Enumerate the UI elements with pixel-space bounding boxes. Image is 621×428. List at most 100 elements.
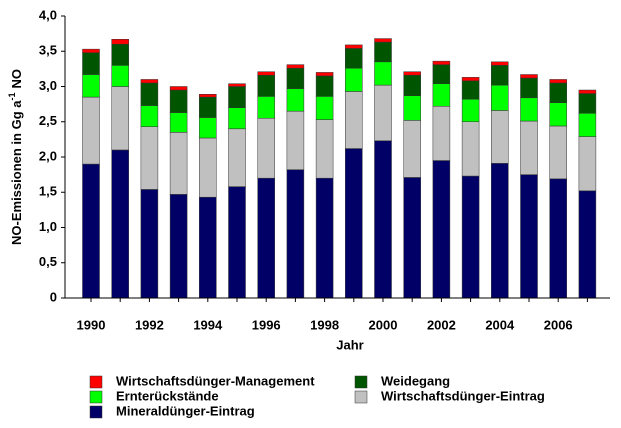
bar-segment	[461, 77, 480, 82]
bar-segment	[82, 48, 100, 53]
bar-segment	[315, 177, 334, 299]
bar-segment	[432, 64, 451, 84]
bar-segment	[228, 83, 246, 87]
bar-segment	[491, 163, 509, 299]
bar-segment	[111, 149, 129, 299]
bar-segment	[315, 72, 334, 77]
y-tick-label: 2,0	[39, 148, 57, 163]
bar-segment	[549, 102, 567, 127]
bar-segment	[491, 65, 509, 86]
bar-segment	[315, 119, 334, 179]
legend-label: Ernterückstände	[116, 388, 219, 403]
legend-label: Mineraldünger-Eintrag	[116, 403, 255, 418]
bar-segment	[461, 121, 480, 177]
x-tick-label: 2006	[544, 317, 573, 332]
legend-label: Wirtschaftsdünger-Management	[116, 373, 315, 388]
y-tick-label: 0,5	[39, 254, 57, 269]
bar-segment	[228, 107, 246, 130]
x-tick-label: 1990	[77, 317, 106, 332]
bar-segment	[169, 86, 188, 91]
y-tick-label: 4,0	[39, 7, 57, 22]
bar-segment	[432, 160, 451, 299]
y-tick-label: 2,5	[39, 113, 57, 128]
bar-segment	[578, 89, 597, 94]
bar-segment	[257, 177, 275, 299]
bar-segment	[374, 84, 392, 142]
legend-label: Wirtschaftsdünger-Eintrag	[381, 388, 545, 403]
bar-segment	[578, 136, 597, 192]
y-axis-title-sup: -1	[7, 93, 17, 101]
bar-segment	[169, 132, 188, 195]
bar-segment	[111, 39, 129, 45]
bar-segment	[169, 112, 188, 133]
bar-segment	[199, 96, 217, 118]
bar-segment	[461, 98, 480, 123]
legend-swatch	[89, 405, 103, 419]
bar-segment	[491, 84, 509, 111]
bar-segment	[140, 105, 159, 127]
legend-swatch	[354, 390, 368, 404]
bar-segment	[345, 148, 363, 299]
bar-segment	[520, 120, 538, 175]
bar-segment	[432, 83, 451, 107]
legend-swatch	[89, 375, 103, 389]
bar-segment	[257, 117, 275, 179]
bar-segment	[199, 137, 217, 198]
bar-segment	[549, 125, 567, 180]
bar-segment	[491, 61, 509, 66]
bar-segment	[345, 48, 363, 69]
bar-segment	[520, 74, 538, 79]
bar-segment	[403, 95, 421, 121]
bar-segment	[228, 86, 246, 108]
bar-segment	[374, 38, 392, 43]
x-tick-label: 2000	[369, 317, 398, 332]
bar-segment	[169, 194, 188, 299]
bar-segment	[345, 67, 363, 92]
legend-label: Weidegang	[381, 373, 450, 388]
bar-segment	[578, 190, 597, 299]
bar-segment	[432, 60, 451, 65]
x-tick-label: 1996	[252, 317, 281, 332]
bar-segment	[461, 175, 480, 299]
bar-segment	[199, 196, 217, 299]
y-tick-label: 3,0	[39, 78, 57, 93]
bar-segment	[169, 89, 188, 113]
bar-segment	[228, 186, 246, 299]
bar-segment	[432, 105, 451, 161]
y-tick-label: 1,5	[39, 184, 57, 199]
bar-segment	[140, 82, 159, 106]
bar-segment	[345, 91, 363, 149]
bar-segment	[140, 189, 159, 299]
bar-segment	[82, 52, 100, 75]
bar-segment	[374, 61, 392, 86]
x-tick-label: 1992	[135, 317, 164, 332]
bar-segment	[286, 64, 305, 69]
bar-segment	[111, 65, 129, 87]
bar-segment	[286, 169, 305, 299]
bar-segment	[549, 79, 567, 84]
bar-segment	[257, 96, 275, 119]
bar-segment	[578, 93, 597, 114]
x-tick-label: 1994	[193, 317, 223, 332]
bar-segment	[82, 74, 100, 98]
bar-segment	[403, 71, 421, 76]
bar-segment	[315, 75, 334, 97]
bar-segment	[111, 43, 129, 66]
x-axis-title: Jahr	[336, 337, 363, 352]
bar-segment	[257, 71, 275, 76]
bar-segment	[549, 178, 567, 299]
bar-segment	[315, 96, 334, 120]
bar-segment	[461, 80, 480, 100]
bar-segment	[520, 174, 538, 299]
bar-segment	[374, 140, 392, 299]
y-axis-title-text: NO-Emissionen in Gg a	[9, 100, 24, 245]
bar-segment	[140, 79, 159, 84]
bar-segment	[199, 117, 217, 139]
bar-segment	[286, 67, 305, 89]
bar-segment	[82, 163, 100, 299]
bar-segment	[140, 126, 159, 190]
bar-segment	[228, 128, 246, 187]
bar-segment	[286, 110, 305, 170]
bar-segment	[520, 97, 538, 122]
